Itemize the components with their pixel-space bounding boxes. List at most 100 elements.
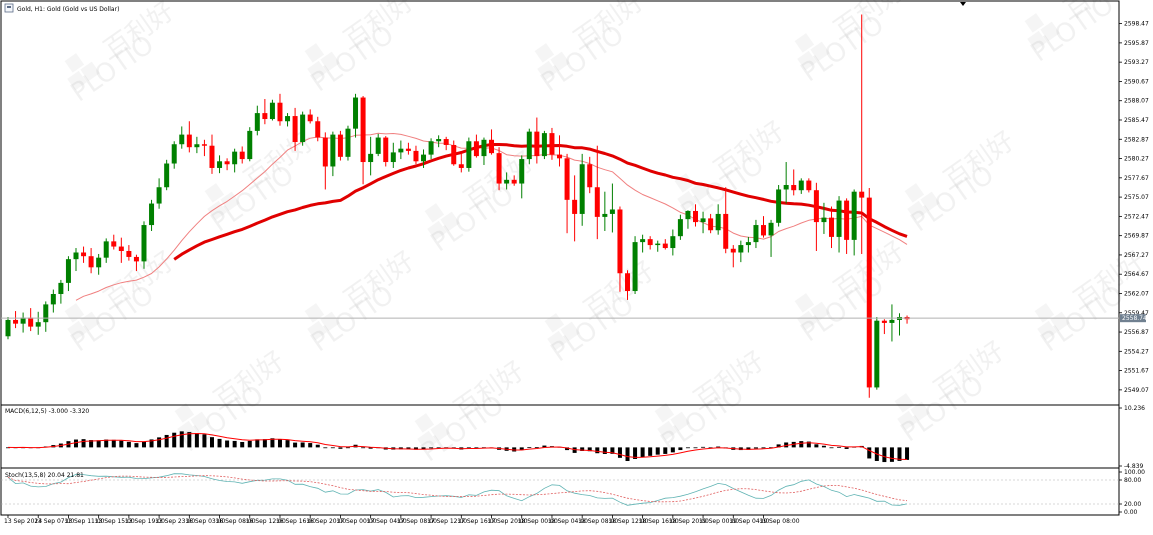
macd-bar [670,447,675,453]
candlestick-series[interactable] [5,14,910,398]
price-tick-label: 2556.87 [1124,329,1149,336]
stoch-tick-label: 80.00 [1124,477,1141,484]
candle-body [466,141,472,168]
plotio-logo-square [677,190,697,211]
stoch-tick-label: 20.00 [1124,501,1141,508]
macd-bar [361,447,366,449]
candle-body [65,259,71,283]
candle-body [209,145,215,168]
candle-body [269,102,275,120]
candle-body [715,213,721,231]
macd-tick-label: 10.236 [1124,405,1145,412]
macd-bar [821,445,826,448]
plotio-logo-square [654,403,675,423]
plotio-logo-square [67,320,87,341]
macd-bar [678,447,683,451]
macd-bar [277,439,282,448]
macd-bar [527,447,532,449]
candle-body [300,114,306,143]
candle-body [5,319,11,337]
macd-bar [187,432,192,448]
candle-body [677,219,683,237]
macd-bar [398,447,403,450]
candle-body [375,137,381,154]
plotio-logo-square [304,43,325,63]
macd-bar [73,439,78,448]
macd-bar [580,447,585,451]
macd-title: MACD(6,12,5) -3.000 -3.320 [5,408,89,415]
candle-body [647,239,653,246]
candle-body [421,154,427,162]
time-tick-label: 13 Sep 07:00 [34,518,74,525]
macd-bar [300,442,305,448]
macd-bar [640,447,645,458]
price-axis[interactable]: 2598.47 2595.87 2593.27 2590.67 2588.07 2585.… [1119,21,1149,394]
candle-body [549,133,555,155]
candle-body [43,304,49,323]
candle-body [171,144,177,164]
candle-body [149,203,155,226]
time-tick-label: 13 Sep 2024 [4,518,42,525]
time-tick-label: 18 Sep 16:00 [639,518,679,525]
candle-body [337,134,343,157]
candle-body [436,139,442,142]
candle-body [428,141,434,155]
candle-body [851,191,857,240]
macd-bar [81,439,86,448]
macd-bar [648,447,653,456]
plotio-logo-square [897,410,917,431]
time-tick-label: 18 Sep 04:00 [548,518,588,525]
time-tick-label: 19 Sep 04:00 [729,518,769,525]
candle-body [504,179,510,184]
macd-bar [602,447,607,454]
macd-bar [232,440,237,448]
macd-bar [209,437,214,448]
candle-body [126,251,132,257]
price-tick-label: 2595.87 [1124,40,1149,47]
plotio-logo-square [1027,30,1047,51]
time-tick-label: 17 Sep 16:00 [457,518,497,525]
macd-indicator: 10.236 -4.839 [6,405,1145,470]
plotio-logo-square [190,411,210,432]
macd-bar [293,442,298,448]
macd-bar [655,447,660,455]
candle-body [640,239,646,243]
macd-bar [421,447,426,450]
candle-body [473,141,479,157]
candle-body [519,159,525,184]
plotio-logo-square [794,33,815,53]
candle-body [398,148,404,153]
candle-body [164,163,170,188]
price-tick-label: 2590.67 [1124,78,1149,85]
macd-bar [572,447,577,453]
macd-bar [761,447,766,449]
macd-bar [685,447,690,449]
price-tick-label: 2564.67 [1124,271,1149,278]
candle-body [511,179,517,184]
macd-bar [164,434,169,448]
price-tick-label: 2593.27 [1124,59,1149,66]
plotio-logo-square [424,203,445,223]
price-tick-label: 2554.27 [1124,348,1149,355]
candle-body [496,153,502,184]
candle-body [186,134,192,148]
candle-body [277,102,283,122]
plotio-logo-square [320,51,340,72]
macd-bar [534,447,539,448]
plotio-logo-square [80,61,100,82]
plotio-logo-square [920,191,940,212]
candle-body [806,180,812,191]
macd-bar [217,438,222,448]
candle-body [617,209,623,274]
chart-shift-marker[interactable] [960,2,966,6]
plotio-logo-square [560,321,580,342]
macd-bar [814,444,819,448]
time-tick-label: 19 Sep 00:00 [699,518,739,525]
plotio-logo-square [1037,320,1057,341]
candle-body [58,282,64,295]
candle-body [118,246,124,252]
macd-bar [799,441,804,448]
